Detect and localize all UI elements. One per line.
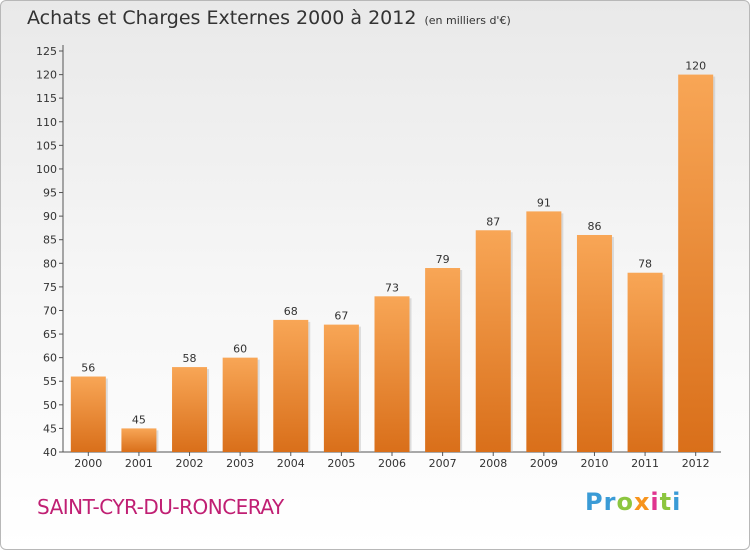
bar <box>475 230 511 452</box>
x-tick-label: 2001 <box>125 457 153 470</box>
y-tick-label: 120 <box>36 69 57 82</box>
chart-title: Achats et Charges Externes 2000 à 2012 (e… <box>27 7 511 29</box>
x-tick-label: 2004 <box>277 457 305 470</box>
y-tick-label: 40 <box>43 446 57 459</box>
y-tick-label: 75 <box>43 281 57 294</box>
y-tick-label: 65 <box>43 328 57 341</box>
y-tick-label: 95 <box>43 187 57 200</box>
x-tick-label: 2010 <box>580 457 608 470</box>
data-label: 86 <box>587 220 601 233</box>
logo-letter: P <box>585 488 604 516</box>
y-tick-label: 80 <box>43 257 57 270</box>
logo-letter: x <box>633 488 651 516</box>
y-tick-label: 125 <box>36 45 57 58</box>
logo-letter: t <box>659 488 673 516</box>
y-tick-label: 100 <box>36 163 57 176</box>
x-tick-label: 2006 <box>378 457 406 470</box>
bar <box>323 324 359 452</box>
y-tick-label: 85 <box>43 234 57 247</box>
x-tick-label: 2012 <box>682 457 710 470</box>
x-tick-label: 2009 <box>530 457 558 470</box>
data-label: 60 <box>233 343 247 356</box>
bars <box>70 74 716 453</box>
bar <box>678 74 714 453</box>
y-tick-label: 60 <box>43 352 57 365</box>
data-label: 56 <box>81 362 95 375</box>
y-tick-label: 55 <box>43 375 57 388</box>
proxiti-logo[interactable]: Proxiti <box>585 488 681 516</box>
logo-letter: o <box>616 488 634 516</box>
logo-letter: i <box>650 488 660 516</box>
data-label: 67 <box>334 310 348 323</box>
bar <box>627 272 663 452</box>
y-tick-label: 70 <box>43 304 57 317</box>
y-tick-label: 50 <box>43 399 57 412</box>
place-name: SAINT-CYR-DU-RONCERAY <box>37 495 284 519</box>
data-labels: 56 45 58 60 68 67 73 79 87 91 86 78 120 <box>81 60 706 427</box>
data-label: 73 <box>385 281 399 294</box>
bar <box>222 357 258 452</box>
bar <box>121 428 157 452</box>
data-label: 58 <box>183 352 197 365</box>
data-label: 78 <box>638 258 652 271</box>
chart-title-main: Achats et Charges Externes 2000 à 2012 <box>27 7 417 29</box>
x-tick-label: 2000 <box>74 457 102 470</box>
data-label: 87 <box>486 215 500 228</box>
bar <box>526 211 562 452</box>
x-tick-label: 2003 <box>226 457 254 470</box>
x-tick-label: 2002 <box>176 457 204 470</box>
data-label: 68 <box>284 305 298 318</box>
data-label: 79 <box>436 253 450 266</box>
bar <box>70 376 106 452</box>
x-tick-label: 2005 <box>327 457 355 470</box>
x-tick-label: 2011 <box>631 457 659 470</box>
logo-letter: r <box>603 488 617 516</box>
x-tick-label: 2007 <box>429 457 457 470</box>
y-tick-label: 105 <box>36 139 57 152</box>
y-tick-label: 115 <box>36 92 57 105</box>
data-label: 45 <box>132 413 146 426</box>
y-tick-label: 45 <box>43 422 57 435</box>
y-tick-label: 90 <box>43 210 57 223</box>
data-label: 91 <box>537 196 551 209</box>
bar <box>172 367 208 452</box>
data-label: 120 <box>685 60 706 73</box>
logo-letter: i <box>672 488 682 516</box>
bar <box>374 296 410 452</box>
chart-title-unit: (en milliers d'€) <box>424 14 511 27</box>
y-tick-label: 110 <box>36 116 57 129</box>
x-tick-label: 2008 <box>479 457 507 470</box>
bar <box>576 234 612 452</box>
bar <box>273 319 309 452</box>
bar <box>425 268 461 452</box>
